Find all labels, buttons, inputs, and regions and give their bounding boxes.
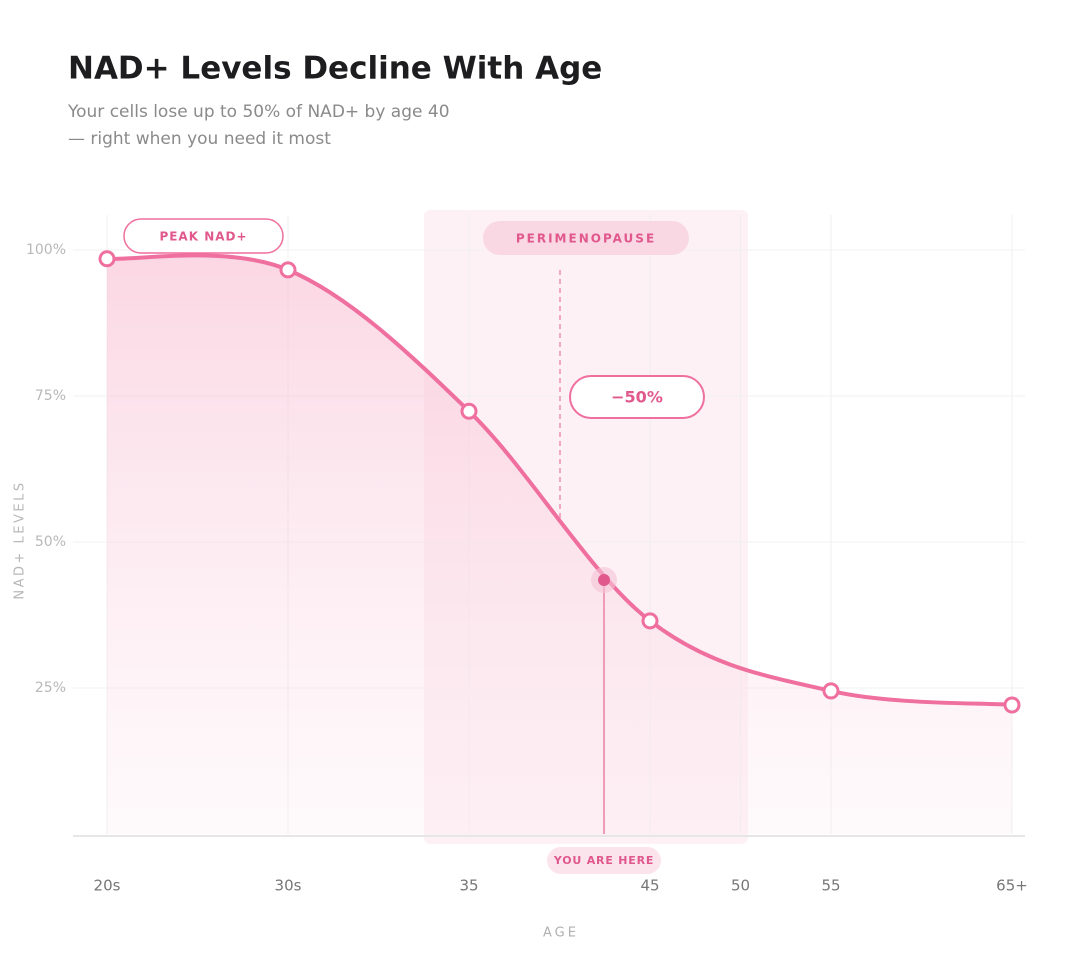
band-label: PERIMENOPAUSE [516, 232, 656, 246]
y-tick-label: 50% [35, 534, 66, 550]
y-tick-label: 25% [35, 680, 66, 696]
area-fill [107, 255, 1012, 834]
plot: PEAK NAD+ PERIMENOPAUSE −50% YOU ARE HERE [98, 218, 1021, 874]
x-tick-label: 50 [731, 877, 750, 895]
you-are-here-marker [598, 573, 611, 586]
point-marker [279, 261, 297, 279]
peak-label-box [123, 218, 284, 254]
x-tick-label: 55 [821, 877, 840, 895]
x-tick-label: 65+ [996, 877, 1028, 895]
x-axis-label: AGE [543, 926, 579, 941]
you-are-here-box [547, 847, 662, 874]
line [105, 253, 1014, 707]
x-tick-label: 45 [640, 877, 659, 895]
subtitle: Your cells lose up to 50% of NAD+ by age… [67, 102, 450, 122]
x-tick-label: 35 [459, 877, 478, 895]
chart-title: NAD+ Levels Decline With Age [68, 51, 602, 87]
point-marker [460, 402, 478, 420]
point-marker [1003, 696, 1021, 714]
subtitle: — right when you need it most [68, 129, 331, 149]
point-marker [822, 682, 840, 700]
y-tick-label: 100% [26, 242, 66, 258]
x-tick-label: 30s [275, 877, 302, 895]
y-axis-label: NAD+ LEVELS [13, 480, 28, 599]
you-are-here-label: YOU ARE HERE [553, 854, 654, 867]
y-tick-label: 75% [35, 388, 66, 404]
x-tick-label: 20s [94, 877, 121, 895]
band-label-box [483, 221, 689, 255]
point-marker [641, 612, 659, 630]
drop-label-box [569, 375, 705, 419]
drop-label: −50% [611, 388, 663, 407]
peak-label: PEAK NAD+ [159, 230, 247, 244]
point-marker [98, 250, 116, 268]
